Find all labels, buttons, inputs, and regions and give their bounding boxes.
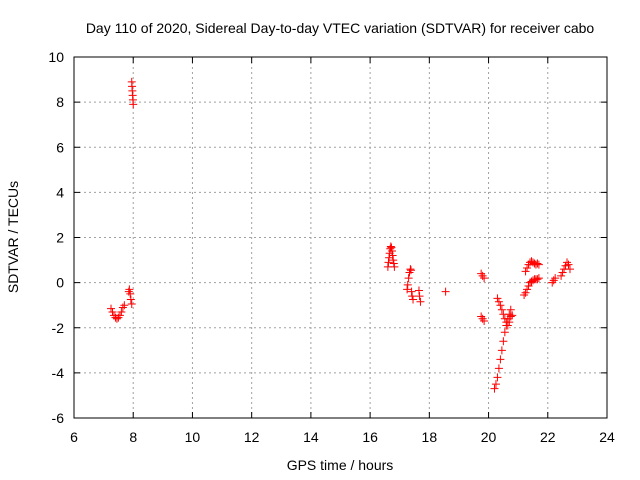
y-tick-label: 4 <box>56 184 64 200</box>
data-point <box>521 288 530 297</box>
data-point <box>480 274 489 283</box>
data-point <box>126 289 135 298</box>
data-point <box>480 316 489 325</box>
y-tick-label: -2 <box>52 320 65 336</box>
data-point <box>120 301 129 310</box>
y-tick-label: 10 <box>48 49 64 65</box>
data-point <box>406 265 415 274</box>
x-tick-labels: 6 8 10 12 14 16 18 20 22 24 <box>70 429 615 445</box>
data-point <box>124 287 133 296</box>
data-point <box>534 260 543 269</box>
data-point <box>533 275 542 284</box>
data-point <box>441 287 450 296</box>
x-tick-label: 16 <box>362 429 378 445</box>
data-point <box>125 285 134 294</box>
data-point <box>534 274 543 283</box>
y-axis-label: SDTVAR / TECUs <box>5 181 21 293</box>
data-point <box>523 263 532 272</box>
data-point <box>499 310 508 319</box>
y-tick-label: 2 <box>56 230 64 246</box>
data-point <box>386 242 395 251</box>
data-point <box>118 303 127 312</box>
data-point <box>524 282 533 291</box>
data-point <box>405 268 414 277</box>
data-point <box>533 259 542 268</box>
data-point <box>115 311 124 320</box>
data-point <box>389 259 398 268</box>
x-axis-label: GPS time / hours <box>287 457 394 473</box>
data-point <box>478 271 487 280</box>
data-point <box>505 318 514 327</box>
data-point <box>390 262 399 271</box>
data-points <box>107 77 574 393</box>
data-point <box>549 276 558 285</box>
data-point <box>403 280 412 289</box>
data-point <box>506 312 515 321</box>
data-point <box>493 373 502 382</box>
x-tick-label: 22 <box>540 429 556 445</box>
data-point <box>389 256 398 265</box>
y-tick-label: -4 <box>52 365 65 381</box>
data-point <box>388 251 397 260</box>
plot-frame <box>73 56 608 419</box>
x-tick-label: 12 <box>244 429 260 445</box>
data-point <box>503 321 512 330</box>
data-point <box>557 271 566 280</box>
grid-lines <box>74 57 607 418</box>
x-tick-label: 8 <box>129 429 137 445</box>
x-tick-label: 20 <box>481 429 497 445</box>
data-point <box>403 285 412 294</box>
x-tick-label: 14 <box>303 429 319 445</box>
data-point <box>414 286 423 295</box>
data-point <box>500 314 509 323</box>
y-tick-labels: -6 -4 -2 0 2 4 6 8 10 <box>48 49 64 426</box>
data-point <box>126 295 135 304</box>
x-tick-label: 10 <box>185 429 201 445</box>
y-tick-label: -6 <box>52 410 65 426</box>
data-point <box>506 305 515 314</box>
data-point <box>558 268 567 277</box>
data-point <box>416 297 425 306</box>
data-point <box>108 307 117 316</box>
data-point <box>415 292 424 301</box>
data-point <box>129 100 138 109</box>
data-point <box>497 346 506 355</box>
data-point <box>494 364 503 373</box>
x-tick-label: 6 <box>70 429 78 445</box>
data-point <box>107 304 116 313</box>
data-point <box>491 380 500 389</box>
data-point <box>500 328 509 337</box>
data-point <box>490 384 499 393</box>
data-point <box>508 311 517 320</box>
x-tick-label: 24 <box>599 429 615 445</box>
data-point <box>408 292 417 301</box>
data-point <box>388 247 397 256</box>
data-point <box>478 314 487 323</box>
data-point <box>564 260 573 269</box>
data-point <box>499 337 508 346</box>
data-point <box>496 301 505 310</box>
data-point <box>521 267 530 276</box>
chart-title: Day 110 of 2020, Sidereal Day-to-day VTE… <box>86 20 595 36</box>
data-point <box>493 294 502 303</box>
data-point <box>407 287 416 296</box>
data-point <box>404 274 413 283</box>
data-point <box>127 300 136 309</box>
data-point <box>494 297 503 306</box>
x-tick-label: 18 <box>422 429 438 445</box>
data-point <box>409 295 418 304</box>
data-point <box>497 305 506 314</box>
y-tick-label: 6 <box>56 139 64 155</box>
data-point <box>406 266 415 275</box>
data-point <box>387 243 396 252</box>
data-point <box>496 355 505 364</box>
data-point <box>523 285 532 294</box>
y-tick-label: 8 <box>56 94 64 110</box>
data-point <box>117 307 126 316</box>
y-tick-label: 0 <box>56 275 64 291</box>
data-point <box>551 274 560 283</box>
data-point <box>384 258 393 267</box>
data-point <box>565 265 574 274</box>
